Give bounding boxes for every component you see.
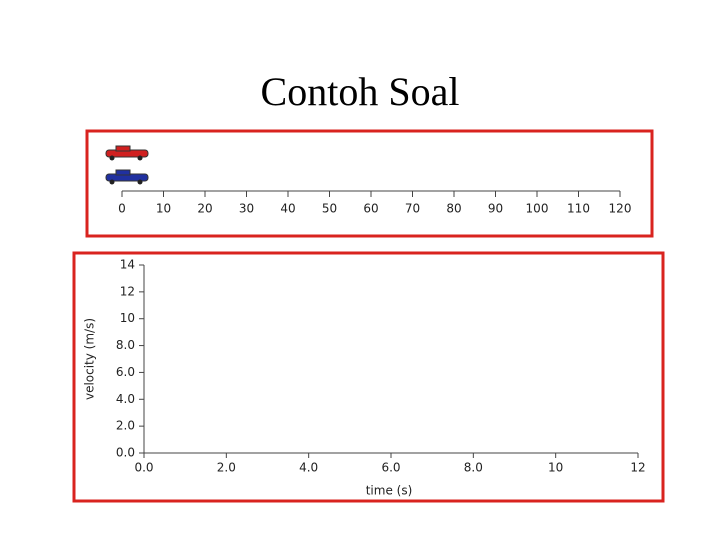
x-tick-label: 90 — [488, 202, 503, 216]
chart-frame — [72, 251, 665, 503]
x-tick-label: 60 — [363, 202, 378, 216]
y-tick-label: 2.0 — [116, 419, 135, 433]
y-tick-label: 6.0 — [116, 365, 135, 379]
y-tick-label: 4.0 — [116, 392, 135, 406]
x-tick-label: 12 — [630, 461, 645, 475]
y-tick-label: 12 — [120, 284, 135, 298]
x-tick-label: 4.0 — [299, 461, 318, 475]
x-tick-label: 100 — [526, 202, 549, 216]
y-tick-label: 0.0 — [116, 446, 135, 460]
x-tick-label: 6.0 — [381, 461, 400, 475]
x-tick-label: 2.0 — [217, 461, 236, 475]
y-tick-label: 10 — [120, 311, 135, 325]
x-tick-label: 0 — [118, 202, 126, 216]
x-tick-label: 8.0 — [464, 461, 483, 475]
x-tick-label: 120 — [609, 202, 632, 216]
x-tick-label: 110 — [567, 202, 590, 216]
ruler-frame — [85, 129, 654, 238]
x-tick-label: 30 — [239, 202, 254, 216]
y-axis-label: velocity (m/s) — [83, 318, 97, 400]
x-tick-label: 40 — [280, 202, 295, 216]
x-axis-label: time (s) — [366, 484, 413, 498]
x-tick-label: 10 — [156, 202, 171, 216]
x-tick-label: 70 — [405, 202, 420, 216]
x-tick-label: 0.0 — [134, 461, 153, 475]
x-tick-label: 20 — [197, 202, 212, 216]
x-tick-label: 50 — [322, 202, 337, 216]
x-tick-label: 80 — [446, 202, 461, 216]
y-tick-label: 14 — [120, 258, 135, 272]
red-car — [105, 145, 149, 161]
blue-car — [105, 169, 149, 185]
y-tick-label: 8.0 — [116, 338, 135, 352]
slide-title: Contoh Soal — [261, 69, 460, 114]
x-tick-label: 10 — [548, 461, 563, 475]
